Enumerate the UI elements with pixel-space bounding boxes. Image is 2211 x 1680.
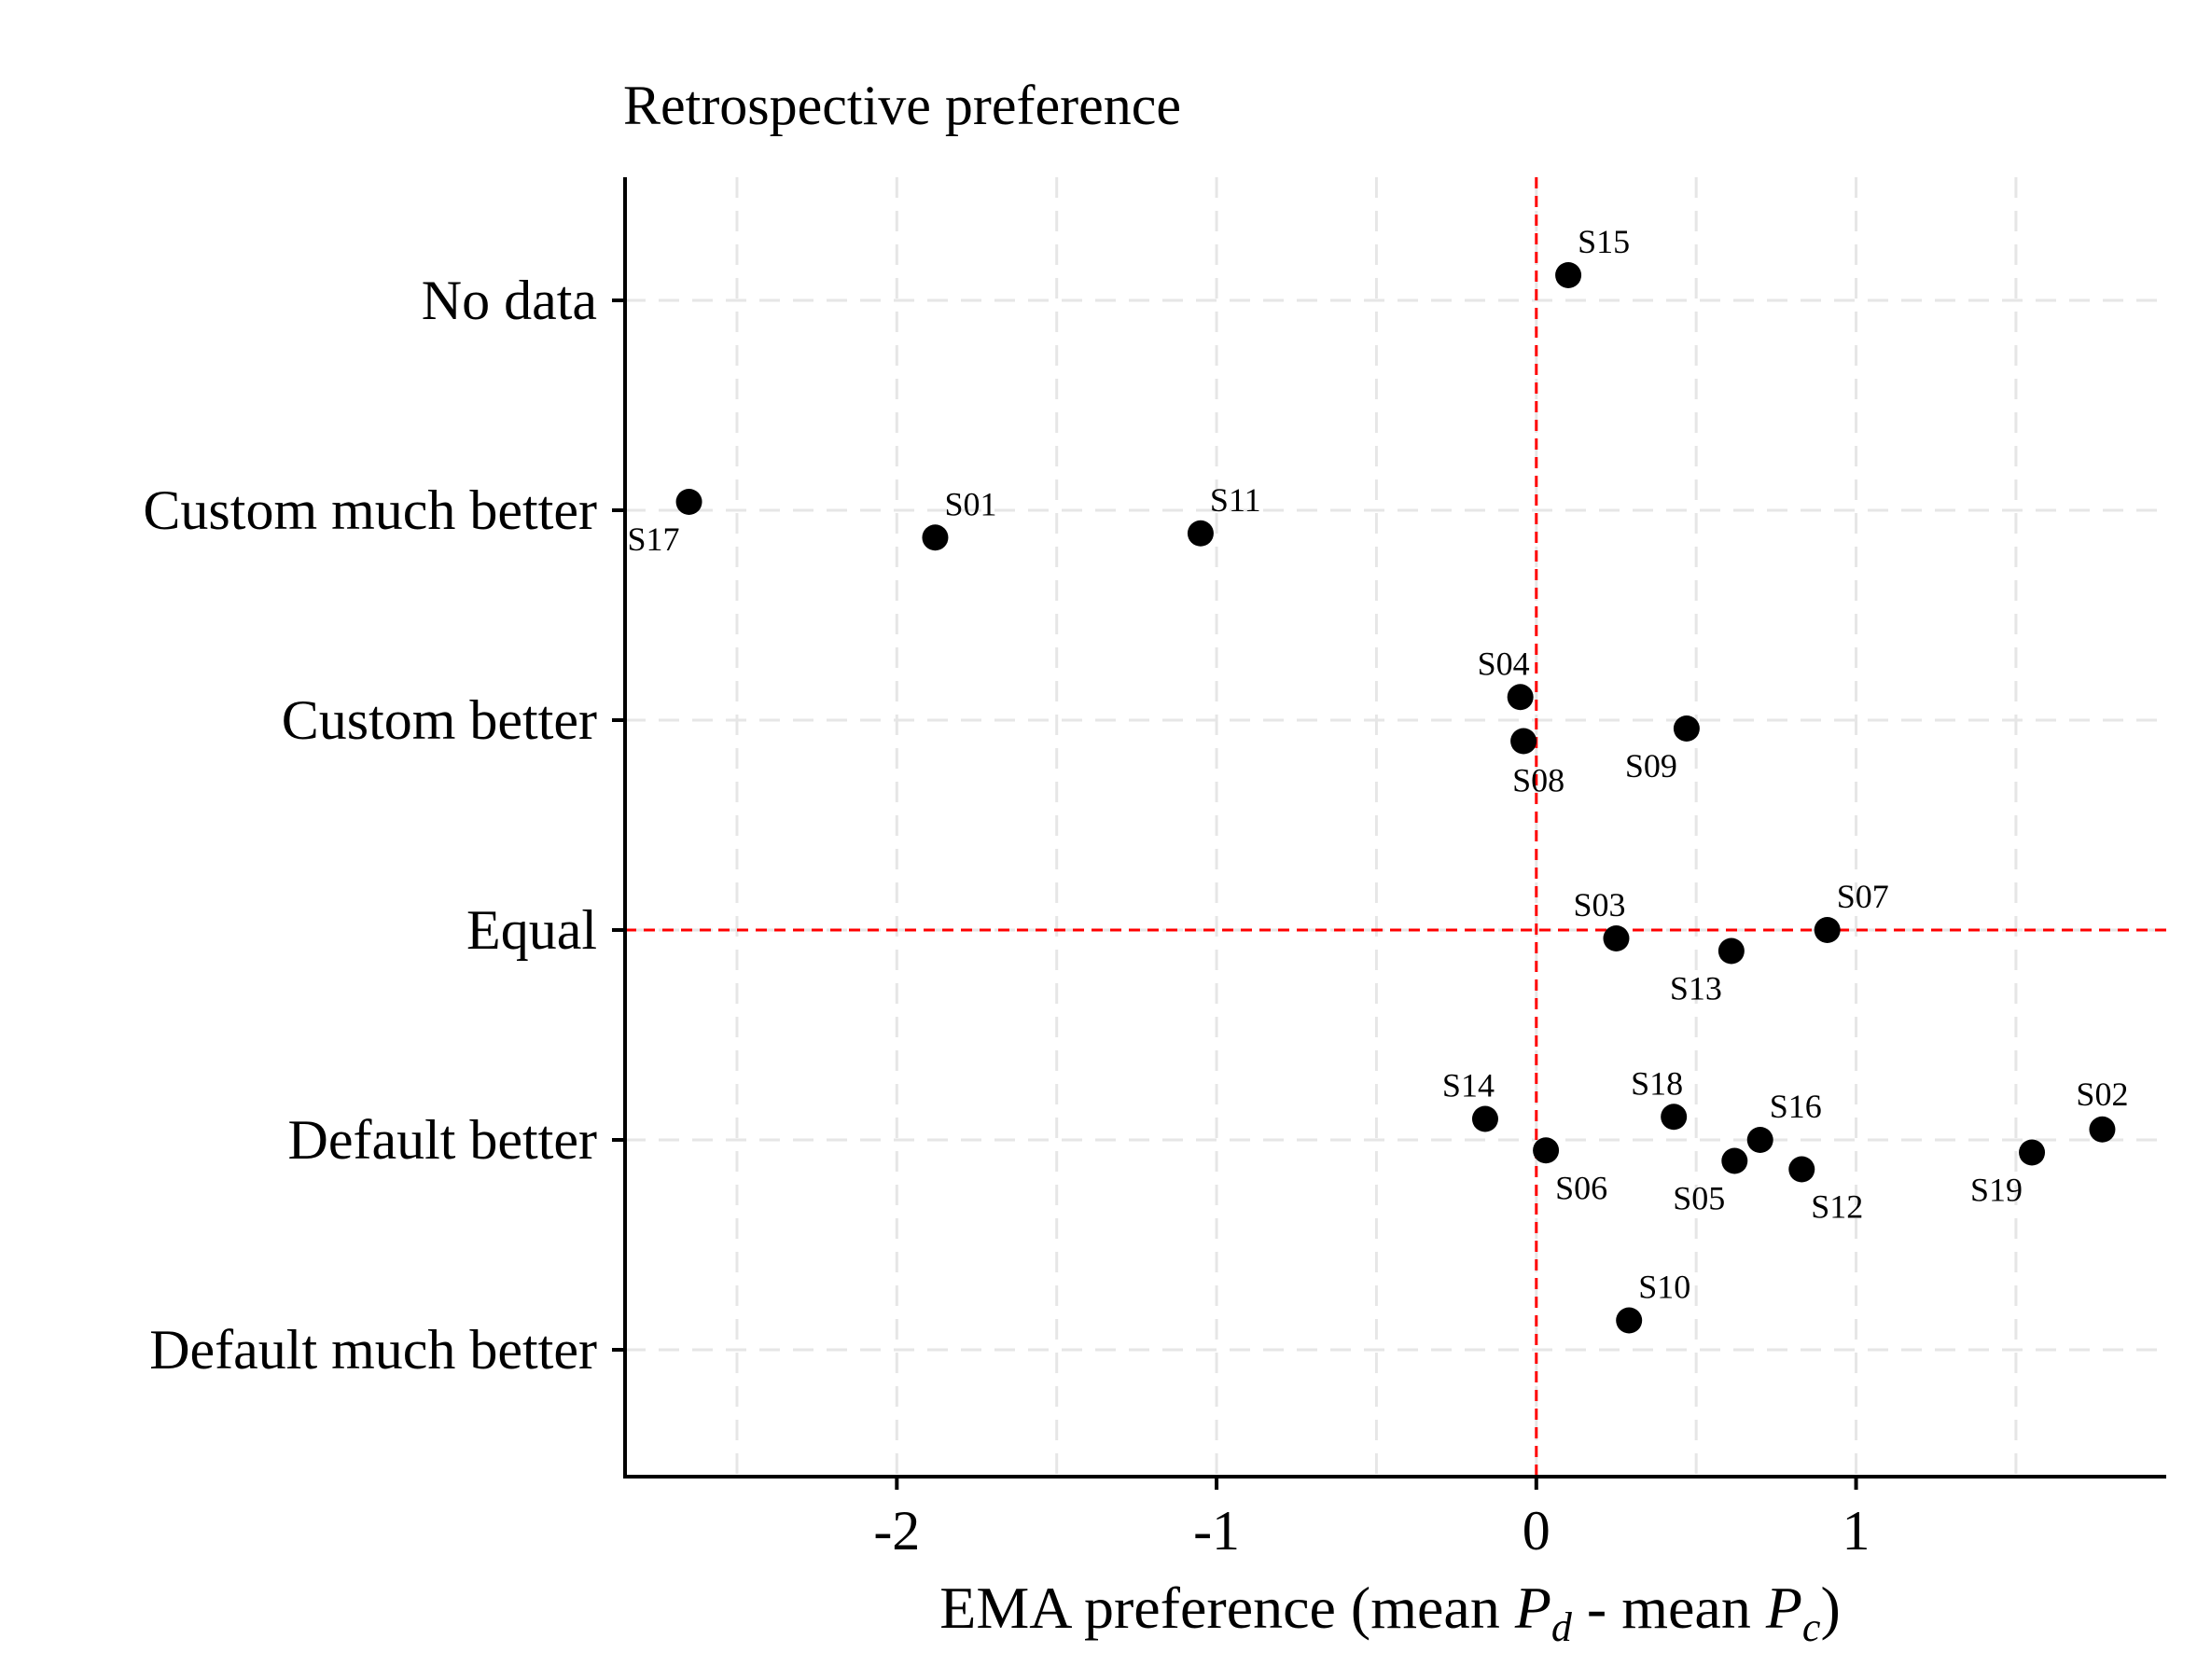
data-point-s03 xyxy=(1603,925,1630,951)
data-point-s10 xyxy=(1616,1307,1643,1334)
data-label-s18: S18 xyxy=(1631,1064,1683,1102)
data-point-s04 xyxy=(1507,684,1534,711)
x-axis-label: EMA preference (mean Pd - mean Pc) xyxy=(939,1575,1841,1650)
y-tick-label: Default better xyxy=(288,1109,598,1171)
x-tick-label: 1 xyxy=(1842,1500,1870,1562)
data-point-s11 xyxy=(1187,520,1214,547)
x-axis-label-pd: P xyxy=(1514,1575,1551,1641)
data-label-s10: S10 xyxy=(1638,1269,1690,1306)
point-labels: S15 S17 S01 S11 S04 S08 S09 S03 S13 S07 S14 S06 S18 S… xyxy=(628,223,2129,1306)
data-point-s01 xyxy=(922,524,949,551)
data-point-s12 xyxy=(1788,1156,1815,1183)
y-tick-label: Default much better xyxy=(149,1319,597,1381)
data-point-s02 xyxy=(2089,1116,2116,1143)
x-axis-label-pc: P xyxy=(1765,1575,1802,1641)
chart-title: Retrospective preference xyxy=(623,75,1181,136)
data-point-s14 xyxy=(1471,1105,1498,1132)
data-label-s04: S04 xyxy=(1478,645,1530,682)
data-point-s15 xyxy=(1555,262,1582,288)
data-point-s06 xyxy=(1533,1137,1560,1164)
data-label-s02: S02 xyxy=(2076,1076,2128,1113)
x-tick-label: 0 xyxy=(1523,1500,1550,1562)
data-label-s16: S16 xyxy=(1770,1088,1822,1125)
y-tick-label: No data xyxy=(422,270,597,331)
data-label-s17: S17 xyxy=(628,521,680,558)
data-label-s01: S01 xyxy=(944,485,996,522)
y-tick-labels: Default much better Default better Equal Cu… xyxy=(143,270,597,1381)
data-points xyxy=(675,262,2116,1334)
data-label-s12: S12 xyxy=(1811,1188,1863,1226)
data-label-s13: S13 xyxy=(1670,970,1722,1007)
data-point-s09 xyxy=(1673,715,1700,742)
data-label-s09: S09 xyxy=(1625,747,1677,784)
data-label-s07: S07 xyxy=(1837,878,1889,915)
data-point-s18 xyxy=(1661,1104,1688,1131)
data-label-s03: S03 xyxy=(1573,886,1625,923)
x-tick-labels: -2 -1 0 1 xyxy=(873,1500,1870,1562)
data-label-s19: S19 xyxy=(1970,1172,2023,1209)
axes xyxy=(612,177,2166,1490)
data-point-s13 xyxy=(1717,937,1745,965)
x-axis-label-suffix: ) xyxy=(1820,1575,1840,1641)
reference-lines xyxy=(625,177,2166,1477)
x-tick-label: -1 xyxy=(1193,1500,1240,1562)
data-point-s19 xyxy=(2019,1139,2046,1166)
x-axis-label-middle: - mean xyxy=(1572,1575,1766,1641)
data-point-s05 xyxy=(1721,1147,1748,1174)
data-label-s15: S15 xyxy=(1578,223,1630,260)
data-point-s08 xyxy=(1510,728,1537,755)
y-tick-label: Custom better xyxy=(282,689,597,751)
x-tick-label: -2 xyxy=(873,1500,920,1562)
data-point-s17 xyxy=(675,489,702,515)
data-point-s16 xyxy=(1746,1127,1773,1153)
data-label-s05: S05 xyxy=(1673,1180,1725,1217)
x-axis-label-pd-sub: d xyxy=(1551,1604,1573,1650)
data-label-s08: S08 xyxy=(1512,762,1564,799)
x-axis-label-prefix: EMA preference (mean xyxy=(939,1575,1515,1641)
data-label-s11: S11 xyxy=(1210,481,1261,519)
data-label-s06: S06 xyxy=(1555,1169,1607,1206)
y-tick-label: Custom much better xyxy=(143,479,597,541)
y-tick-label: Equal xyxy=(466,899,597,961)
grid-lines xyxy=(625,177,2166,1477)
data-point-s07 xyxy=(1814,917,1841,943)
x-axis-label-pc-sub: c xyxy=(1802,1604,1821,1650)
data-label-s14: S14 xyxy=(1442,1067,1495,1104)
